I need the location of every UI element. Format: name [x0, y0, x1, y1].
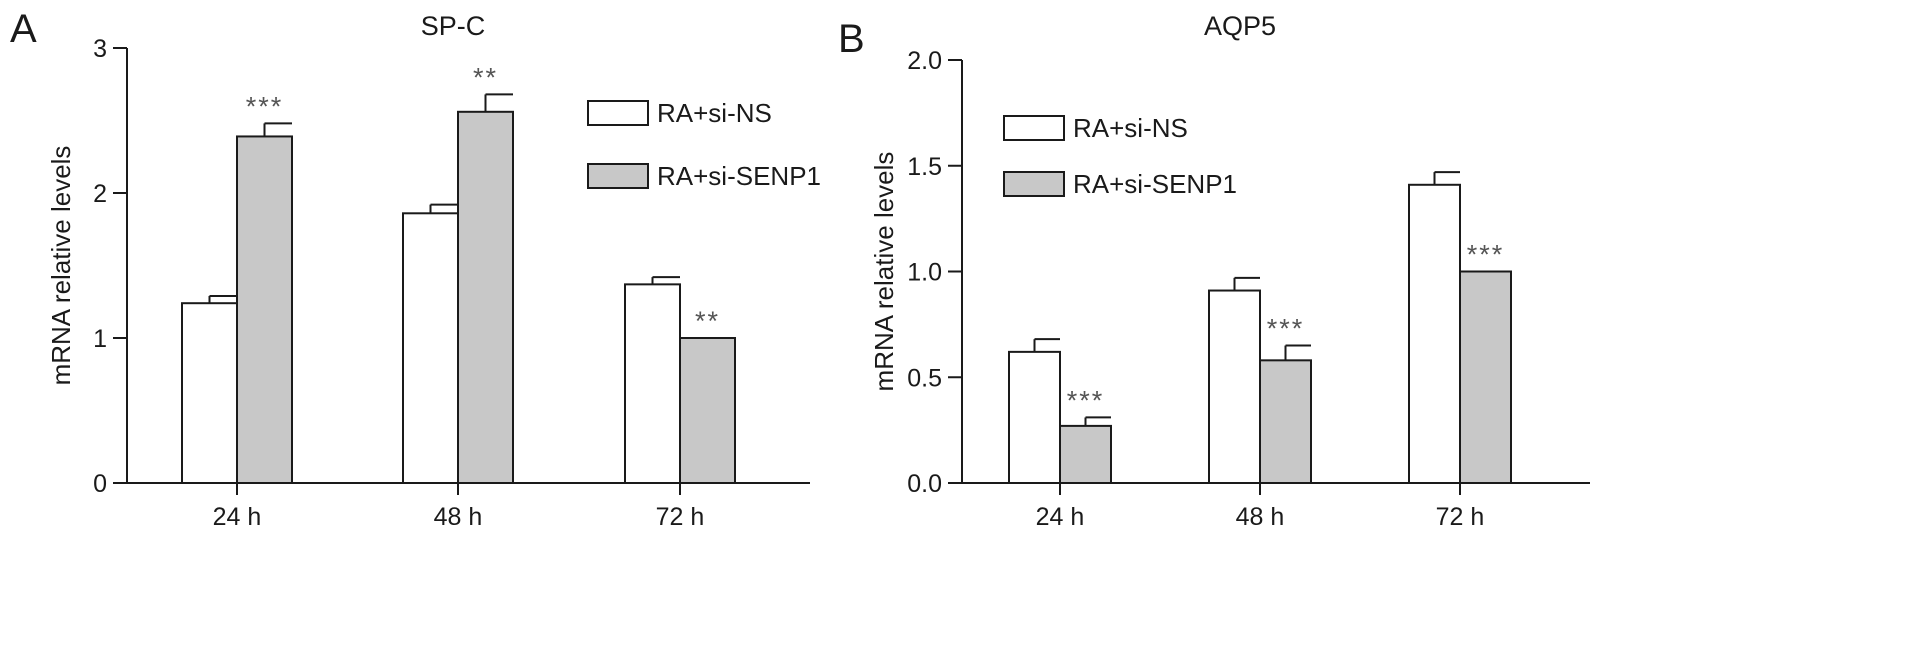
- y-tick-label: 0: [93, 470, 107, 498]
- bar-ra-si-ns: [624, 283, 681, 484]
- legend-swatch: [587, 163, 649, 189]
- legend: RA+si-NS RA+si-SENP1: [587, 98, 821, 191]
- bar-ra-si-ns: [1408, 183, 1461, 484]
- x-tick-label: 72 h: [1436, 503, 1485, 531]
- chart-panel-b: B AQP5 mRNA relative levels 0.0 0.5 1.0 1.5 2.0…: [838, 11, 1590, 531]
- y-tick-label: 1.5: [907, 153, 942, 181]
- significance-label: ***: [1067, 385, 1105, 415]
- panel-letter: A: [10, 7, 37, 51]
- y-tick-label: 1: [93, 325, 107, 353]
- bar-ra-si-senp1: [1059, 424, 1112, 484]
- legend-label: RA+si-NS: [1073, 113, 1188, 143]
- chart-title: AQP5: [1204, 11, 1276, 41]
- legend-swatch: [587, 100, 649, 126]
- x-tick-label: 48 h: [434, 503, 483, 531]
- bar-ra-si-senp1: [1459, 270, 1512, 484]
- y-tick-label: 2.0: [907, 47, 942, 75]
- y-axis-label: mRNA relative levels: [46, 146, 76, 386]
- significance-label: **: [695, 306, 720, 336]
- legend-label: RA+si-SENP1: [1073, 169, 1237, 199]
- legend-swatch: [1003, 171, 1065, 197]
- y-tick-label: 0.0: [907, 470, 942, 498]
- panel-letter: B: [838, 17, 865, 61]
- x-tick-label: 48 h: [1236, 503, 1285, 531]
- legend: RA+si-NS RA+si-SENP1: [1003, 113, 1237, 199]
- bar-ra-si-senp1: [679, 337, 736, 484]
- bar-ra-si-ns: [1208, 289, 1261, 484]
- chart-panel-a: A SP-C mRNA relative levels 0 1 2 3 24 h 48 h 72 …: [10, 7, 821, 531]
- bar-ra-si-senp1: [1259, 359, 1312, 484]
- y-tick-label: 2: [93, 180, 107, 208]
- x-tick-label: 24 h: [1036, 503, 1085, 531]
- legend-label: RA+si-NS: [657, 98, 772, 128]
- y-axis-label: mRNA relative levels: [869, 152, 899, 392]
- x-tick-label: 72 h: [656, 503, 705, 531]
- significance-label: ***: [246, 91, 284, 121]
- y-tick-label: 0.5: [907, 364, 942, 392]
- bar-ra-si-ns: [402, 212, 459, 485]
- bar-ra-si-ns: [181, 302, 238, 485]
- bar-ra-si-senp1: [236, 135, 293, 484]
- x-tick-label: 24 h: [213, 503, 262, 531]
- legend-label: RA+si-SENP1: [657, 161, 821, 191]
- significance-label: ***: [1267, 314, 1305, 344]
- chart-title: SP-C: [421, 11, 486, 41]
- legend-swatch: [1003, 115, 1065, 141]
- bar-ra-si-senp1: [457, 110, 514, 485]
- significance-label: ***: [1467, 240, 1505, 270]
- significance-label: **: [473, 62, 498, 92]
- bar-ra-si-ns: [1008, 350, 1061, 484]
- y-tick-label: 3: [93, 35, 107, 63]
- y-tick-label: 1.0: [907, 259, 942, 287]
